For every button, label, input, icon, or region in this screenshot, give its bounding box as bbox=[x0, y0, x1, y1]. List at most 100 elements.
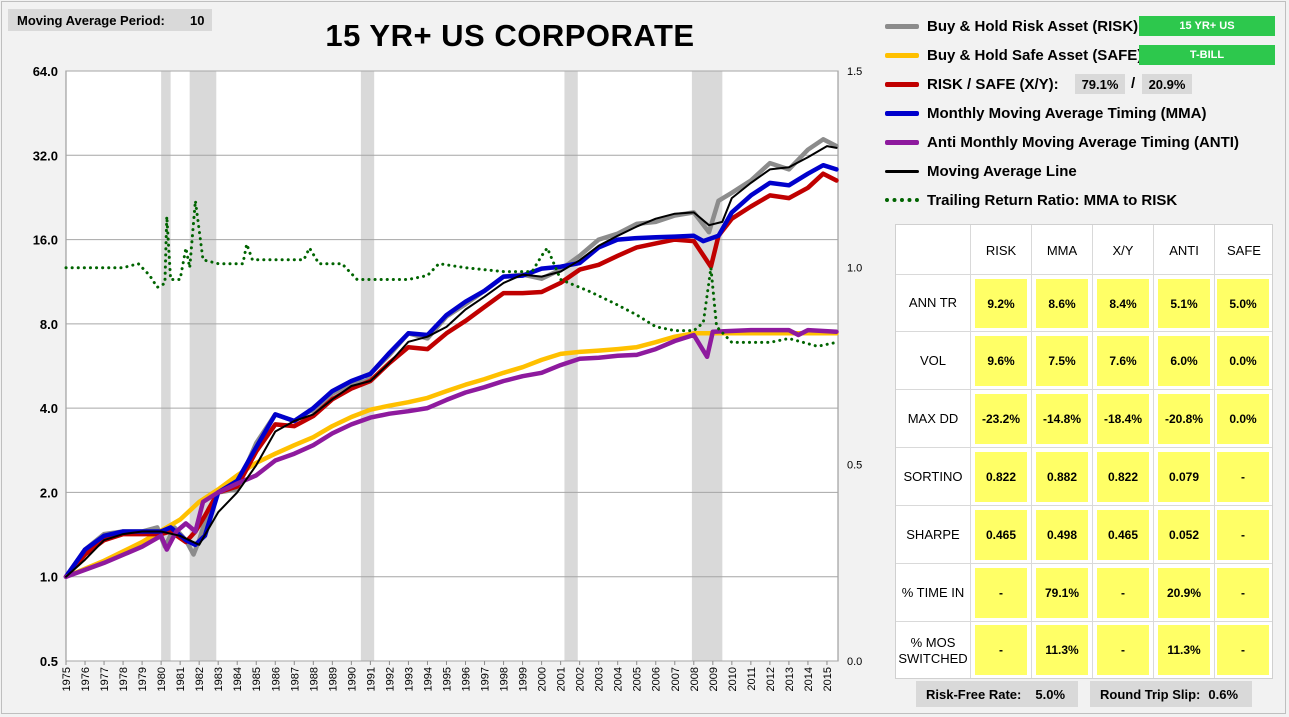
x-tick-label: 1999 bbox=[518, 667, 530, 691]
y-tick-label: 64.0 bbox=[33, 64, 58, 79]
stat-cell: 79.1% bbox=[1036, 568, 1088, 618]
stats-table: RISK MMA X/Y ANTI SAFE ANN TR 9.2% 8.6% … bbox=[895, 224, 1273, 679]
col-header-mma: MMA bbox=[1046, 242, 1078, 258]
legend-ma-line: Moving Average Line bbox=[885, 161, 1077, 181]
y-tick-label: 8.0 bbox=[40, 317, 58, 332]
stat-cell: 9.6% bbox=[975, 336, 1027, 386]
legend-anti-swatch bbox=[885, 139, 919, 145]
risk-free-rate-box: Risk-Free Rate: 5.0% bbox=[916, 681, 1078, 707]
x-tick-label: 2004 bbox=[613, 667, 625, 691]
stat-cell: - bbox=[1217, 568, 1269, 618]
x-tick-label: 1990 bbox=[346, 667, 358, 691]
stat-cell: 0.822 bbox=[975, 452, 1027, 502]
ma-period-box: Moving Average Period: 10 bbox=[8, 9, 212, 31]
stat-cell: 0.0% bbox=[1217, 336, 1269, 386]
x-tick-label: 2013 bbox=[784, 667, 796, 691]
legend-ratio: Trailing Return Ratio: MMA to RISK bbox=[885, 190, 1177, 210]
stat-cell: - bbox=[975, 625, 1027, 675]
round-trip-slip-value: 0.6% bbox=[1208, 686, 1239, 702]
row-label-sortino: SORTINO bbox=[903, 468, 963, 484]
x-tick-label: 1986 bbox=[270, 667, 282, 691]
stat-cell: 8.6% bbox=[1036, 279, 1088, 328]
x-tick-label: 2002 bbox=[575, 667, 587, 691]
stat-cell: 6.0% bbox=[1158, 336, 1210, 386]
stat-cell: - bbox=[1097, 625, 1149, 675]
x-tick-label: 1980 bbox=[156, 667, 168, 691]
x-tick-label: 2010 bbox=[727, 667, 739, 691]
recession-band bbox=[161, 71, 171, 661]
x-tick-label: 1975 bbox=[61, 667, 73, 691]
x-tick-label: 2014 bbox=[803, 667, 815, 691]
x-tick-label: 1991 bbox=[365, 667, 377, 691]
legend-xy-label: RISK / SAFE (X/Y): bbox=[927, 75, 1059, 93]
x-tick-label: 1982 bbox=[194, 667, 206, 691]
stat-cell: -20.8% bbox=[1158, 394, 1210, 444]
legend-ratio-label: Trailing Return Ratio: MMA to RISK bbox=[927, 191, 1178, 209]
x-tick-label: 2003 bbox=[594, 667, 606, 691]
x-tick-label: 1979 bbox=[137, 667, 149, 691]
y2-tick-label: 1.5 bbox=[847, 66, 862, 78]
y2-tick-label: 0.0 bbox=[847, 656, 862, 668]
stat-cell: 0.465 bbox=[1097, 510, 1149, 560]
row-label-mos-switched: % MOS SWITCHED bbox=[898, 634, 968, 666]
legend-mma-swatch bbox=[885, 110, 919, 116]
legend-risk-label: Buy & Hold Risk Asset (RISK): bbox=[927, 17, 1144, 35]
round-trip-slip-label: Round Trip Slip: bbox=[1100, 686, 1201, 702]
x-tick-label: 1998 bbox=[499, 667, 511, 691]
legend-risk: Buy & Hold Risk Asset (RISK): bbox=[885, 16, 1143, 36]
y2-tick-label: 0.5 bbox=[847, 459, 862, 471]
x-tick-label: 1981 bbox=[175, 667, 187, 691]
legend-ratio-swatch bbox=[885, 198, 919, 202]
x-tick-label: 1985 bbox=[251, 667, 263, 691]
stat-cell: - bbox=[1097, 568, 1149, 618]
series-line-xy bbox=[63, 171, 839, 579]
x-tick-label: 1997 bbox=[480, 667, 492, 691]
x-tick-label: 2009 bbox=[708, 667, 720, 691]
legend-mma-label: Monthly Moving Average Timing (MMA) bbox=[927, 104, 1207, 122]
row-label-vol: VOL bbox=[919, 352, 946, 368]
col-header-anti: ANTI bbox=[1169, 242, 1199, 258]
legend-ma-label: Moving Average Line bbox=[927, 162, 1077, 180]
stat-cell: 0.052 bbox=[1158, 510, 1210, 560]
x-tick-label: 2006 bbox=[651, 667, 663, 691]
xy-safe-pct: 20.9% bbox=[1142, 74, 1192, 94]
x-tick-label: 1977 bbox=[99, 667, 111, 691]
y2-tick-label: 1.0 bbox=[847, 263, 862, 275]
col-header-safe: SAFE bbox=[1227, 242, 1261, 258]
x-tick-label: 1989 bbox=[327, 667, 339, 691]
x-tick-label: 2007 bbox=[670, 667, 682, 691]
x-tick-label: 1995 bbox=[441, 667, 453, 691]
legend-ma-swatch bbox=[885, 169, 919, 173]
x-tick-label: 2015 bbox=[822, 667, 834, 691]
stat-cell: 0.0% bbox=[1217, 394, 1269, 444]
legend-anti-label: Anti Monthly Moving Average Timing (ANTI… bbox=[927, 133, 1239, 151]
risk-free-rate-value: 5.0% bbox=[1035, 686, 1066, 702]
legend-xy-swatch bbox=[885, 81, 919, 87]
stat-cell: 20.9% bbox=[1158, 568, 1210, 618]
stat-cell: 0.498 bbox=[1036, 510, 1088, 560]
recession-band bbox=[564, 71, 578, 661]
recession-band bbox=[360, 71, 375, 661]
row-label-time-in: % TIME IN bbox=[901, 584, 965, 600]
y-tick-label: 2.0 bbox=[40, 485, 58, 500]
y-tick-label: 1.0 bbox=[40, 570, 58, 585]
xy-separator: / bbox=[1131, 75, 1136, 92]
stat-cell: - bbox=[975, 568, 1027, 618]
legend-safe-swatch bbox=[885, 52, 919, 58]
legend-safe: Buy & Hold Safe Asset (SAFE): bbox=[885, 45, 1147, 65]
x-tick-label: 2001 bbox=[556, 667, 568, 691]
series-line-ratio bbox=[64, 199, 838, 348]
x-tick-label: 2005 bbox=[632, 667, 644, 691]
series-line-mma bbox=[63, 162, 839, 579]
y-tick-label: 4.0 bbox=[40, 401, 58, 416]
stat-cell: - bbox=[1217, 452, 1269, 502]
x-tick-label: 1992 bbox=[384, 667, 396, 691]
legend-safe-label: Buy & Hold Safe Asset (SAFE): bbox=[927, 46, 1148, 64]
stat-cell: 11.3% bbox=[1036, 625, 1088, 675]
x-tick-label: 2008 bbox=[689, 667, 701, 691]
legend-xy: RISK / SAFE (X/Y): bbox=[885, 74, 1059, 94]
stat-cell: 0.465 bbox=[975, 510, 1027, 560]
col-header-xy: X/Y bbox=[1112, 242, 1134, 258]
x-tick-label: 1994 bbox=[422, 667, 434, 691]
legend-risk-swatch bbox=[885, 23, 919, 29]
